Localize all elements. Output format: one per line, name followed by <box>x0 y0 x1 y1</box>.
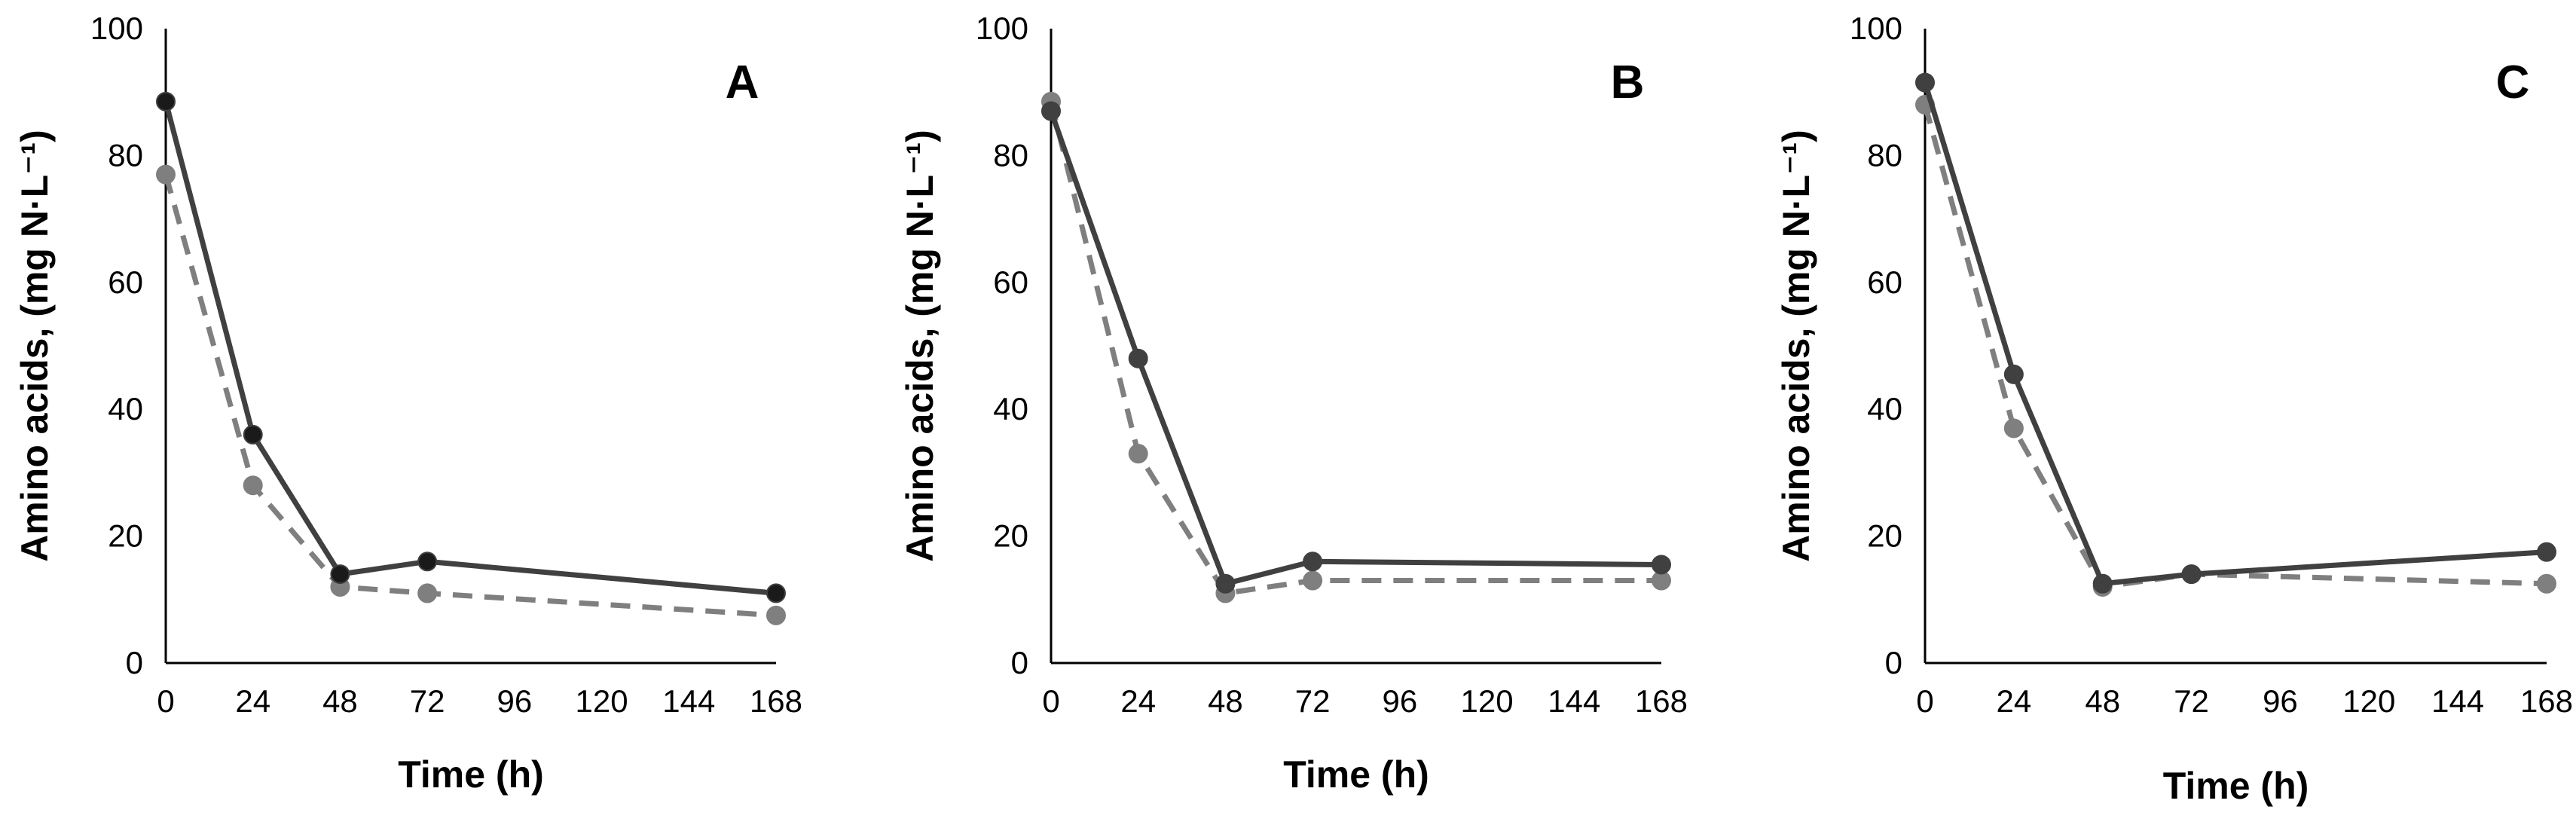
y-tick-label: 60 <box>1867 264 1902 300</box>
x-tick-label: 168 <box>2520 683 2573 719</box>
series-line-dashed <box>1048 100 1661 596</box>
x-tick-label: 120 <box>1461 683 1514 719</box>
x-tick-label: 72 <box>1295 683 1331 719</box>
x-tick-label: 72 <box>410 683 445 719</box>
x-tick-label: 96 <box>2263 683 2298 719</box>
panel-label: C <box>2496 57 2530 108</box>
series-line-solid <box>163 100 777 596</box>
data-point-solid <box>1041 101 1061 121</box>
x-tick-label: 120 <box>576 683 628 719</box>
y-tick-label: 100 <box>976 11 1028 46</box>
x-axis-title: Time (h) <box>398 753 544 796</box>
series-line-dashed <box>163 173 777 619</box>
y-tick-label: 0 <box>126 645 143 680</box>
x-tick-label: 168 <box>750 683 802 719</box>
data-point-solid <box>2092 573 2113 594</box>
y-axis-title: Amino acids, (mg N·L⁻¹) <box>14 130 56 562</box>
data-point-solid <box>1303 552 1323 572</box>
y-tick-label: 80 <box>993 137 1028 173</box>
y-tick-label: 20 <box>993 518 1028 554</box>
x-tick-label: 120 <box>2342 683 2395 719</box>
data-point-solid <box>1915 72 1935 93</box>
y-tick-label: 20 <box>108 518 143 554</box>
chart-panel-b: 0 20 40 60 80 100 0 24 48 72 96 120 144 168 Time (h) Am… <box>899 11 1688 796</box>
panel-label: B <box>1611 57 1645 108</box>
data-point-dashed <box>1128 444 1148 464</box>
y-tick-label: 40 <box>1867 391 1902 426</box>
y-tick-label: 60 <box>108 264 143 300</box>
x-tick-label: 48 <box>322 683 358 719</box>
data-point-solid <box>156 91 176 112</box>
data-point-solid <box>2537 542 2556 562</box>
series-line-solid <box>1922 81 2547 587</box>
x-tick-label: 0 <box>1916 683 1933 719</box>
y-tick-label: 20 <box>1867 518 1902 554</box>
y-tick-label: 0 <box>1011 645 1028 680</box>
y-tick-label: 80 <box>108 137 143 173</box>
x-tick-label: 144 <box>1548 683 1600 719</box>
data-point-solid <box>2003 364 2024 384</box>
x-tick-label: 24 <box>1996 683 2031 719</box>
x-axis-title: Time (h) <box>2163 765 2309 807</box>
x-tick-label: 96 <box>1382 683 1417 719</box>
chart-panel-c: 0 20 40 60 80 100 0 24 48 72 96 120 144 168 Time (h) Am… <box>1775 11 2573 807</box>
x-tick-label: 144 <box>662 683 715 719</box>
data-point-solid <box>330 564 350 585</box>
series-line-dashed <box>1922 104 2547 590</box>
data-point-dashed <box>156 164 176 185</box>
y-axis-title: Amino acids, (mg N·L⁻¹) <box>899 130 941 562</box>
chart-panel-a: 0 20 40 60 80 100 0 24 48 72 96 120 144 168 Time (h) Am… <box>14 11 802 796</box>
panel-label: A <box>726 57 759 108</box>
x-tick-label: 48 <box>1208 683 1243 719</box>
data-point-solid <box>243 424 263 445</box>
x-tick-label: 0 <box>157 683 174 719</box>
x-tick-label: 0 <box>1042 683 1059 719</box>
y-tick-label: 80 <box>1867 137 1902 173</box>
series-line-solid <box>1048 110 1662 587</box>
y-tick-label: 0 <box>1885 645 1902 680</box>
y-tick-label: 100 <box>90 11 143 46</box>
data-point-dashed <box>766 605 786 625</box>
data-point-solid <box>766 583 786 603</box>
x-tick-label: 168 <box>1635 683 1688 719</box>
data-point-dashed <box>1303 570 1323 591</box>
x-tick-label: 96 <box>497 683 532 719</box>
data-point-solid <box>2181 564 2202 585</box>
data-point-dashed <box>2537 573 2556 594</box>
x-tick-label: 24 <box>1120 683 1156 719</box>
y-axis-title: Amino acids, (mg N·L⁻¹) <box>1775 130 1817 562</box>
data-point-solid <box>417 552 438 572</box>
y-tick-label: 40 <box>108 391 143 426</box>
x-tick-label: 72 <box>2174 683 2209 719</box>
data-point-dashed <box>417 583 438 603</box>
y-tick-label: 100 <box>1850 11 1902 46</box>
x-tick-label: 24 <box>235 683 270 719</box>
data-point-solid <box>1128 348 1148 368</box>
x-axis-title: Time (h) <box>1283 753 1429 796</box>
x-tick-label: 48 <box>2085 683 2120 719</box>
y-tick-label: 40 <box>993 391 1028 426</box>
x-tick-label: 144 <box>2431 683 2484 719</box>
data-point-dashed <box>243 475 263 496</box>
y-tick-label: 60 <box>993 264 1028 300</box>
data-point-solid <box>1215 573 1236 594</box>
data-point-solid <box>1652 555 1671 575</box>
data-point-dashed <box>2003 418 2024 438</box>
